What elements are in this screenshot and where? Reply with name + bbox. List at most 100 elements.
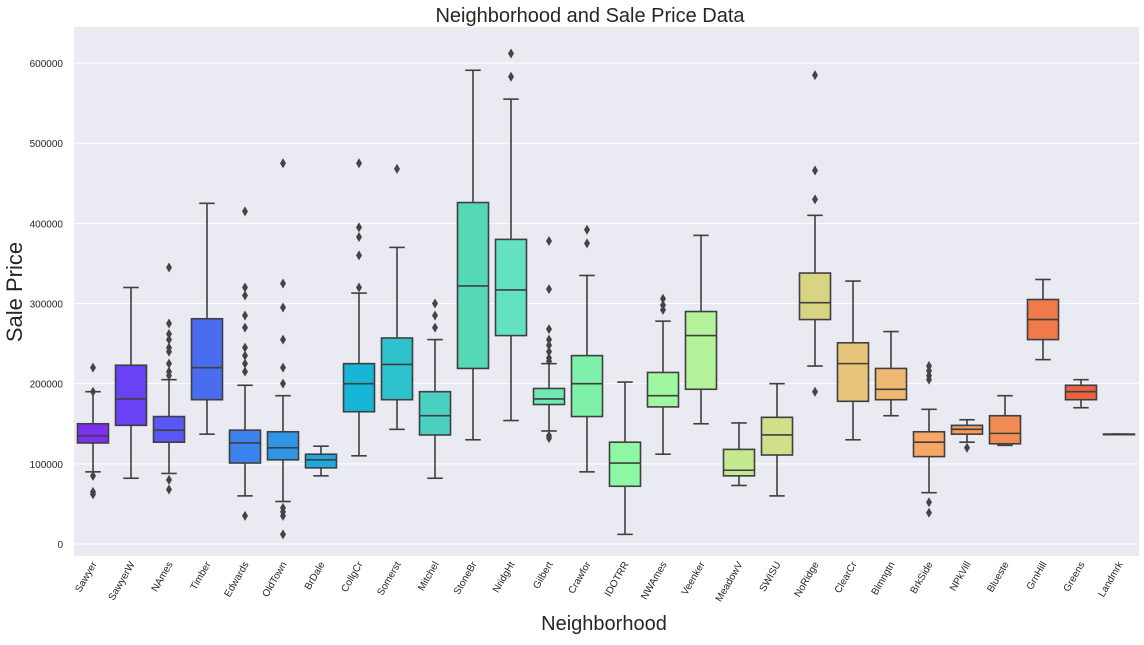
outlier-point [242,342,248,353]
outlier-point [926,361,932,372]
x-tick-label: NPkVill [948,560,974,593]
x-tick-label: ClearCr [833,559,860,595]
outlier-point [356,158,362,169]
x-tick-label: Blmngtn [870,560,898,597]
y-tick-label: 400000 [30,219,64,230]
box-iqr [532,387,566,406]
outlier-point [926,497,932,508]
box-nridght [494,48,528,422]
outlier-point [508,48,514,59]
outlier-point [508,71,514,82]
outlier-point [90,470,96,481]
outlier-point [546,430,552,441]
box-landmrk [1102,433,1136,436]
x-tick-label: Somerst [375,560,403,598]
outlier-point [584,224,590,235]
box-crawfor [570,224,604,473]
y-tick-label: 100000 [30,460,64,471]
box-iqr [76,422,110,444]
outlier-point [546,353,552,364]
x-tick-label: BrkSide [909,560,936,596]
box-iqr [190,317,224,401]
box-timber [190,202,224,435]
outlier-point [242,310,248,321]
box-iqr [988,414,1022,445]
x-tick-label: Mitchel [416,560,441,593]
box-iqr [646,371,680,408]
outlier-point [242,290,248,301]
x-tick-label: OldTown [261,560,290,599]
box-iqr [836,341,870,403]
box-iqr [266,430,300,461]
x-tick-label: StoneBr [452,559,480,596]
y-tick-label: 0 [57,540,63,551]
x-tick-labels: Sawyer SawyerW NAmes Timber Edwards OldTown Br… [73,559,1126,604]
x-tick-label: IDOTRR [603,560,632,599]
x-tick-label: Crawfor [567,559,594,595]
box-clearcr [836,280,870,441]
outlier-point [546,236,552,247]
outlier-point [812,165,818,176]
box-swisu [760,382,794,497]
box-iqr [304,453,338,469]
outlier-point [660,293,666,304]
x-tick-label: SawyerW [107,560,138,603]
box-greens [1064,378,1098,409]
x-tick-label: MeadowV [714,560,746,604]
outlier-point [394,163,400,174]
box-gilbert [532,236,566,444]
y-tick-label: 300000 [30,300,64,311]
outlier-point [90,486,96,497]
box-stonebr [456,69,490,441]
plot-background [74,27,1139,556]
x-tick-label: Blueste [985,560,1011,595]
box-sawyerw [114,286,148,480]
outlier-point [356,250,362,261]
outlier-point [242,366,248,377]
y-tick-label: 600000 [30,59,64,70]
box-oldtown [266,158,300,540]
box-collgcr [342,158,376,457]
outlier-point [432,298,438,309]
x-tick-label: Sawyer [73,559,100,594]
outlier-point [90,362,96,373]
outlier-point [166,358,172,369]
outlier-point [280,529,286,540]
box-iqr [684,310,718,391]
boxes [76,48,1136,540]
box-edwards [228,206,262,521]
outlier-point [242,350,248,361]
outlier-point [964,442,970,453]
x-tick-label: SWISU [758,560,784,594]
outlier-point [280,158,286,169]
box-names [152,262,186,495]
box-npkvill [950,418,984,453]
outlier-point [90,386,96,397]
box-blmngtn [874,330,908,417]
outlier-point [584,238,590,249]
outlier-point [280,334,286,345]
y-tick-labels: 0 100000 200000 300000 400000 500000 600000 [30,59,64,551]
x-tick-label: NAmes [150,560,176,594]
x-tick-label: NridgHt [491,560,518,595]
box-meadowv [722,422,756,487]
box-veenker [684,234,718,425]
outlier-point [432,310,438,321]
x-axis-label: Neighborhood [541,613,667,635]
outlier-point [546,340,552,351]
outlier-point [660,300,666,311]
box-iqr [114,364,148,427]
outlier-point [546,334,552,345]
x-tick-label: BrDale [303,560,328,592]
box-brkside [912,361,946,518]
outlier-point [242,206,248,217]
x-tick-label: GrnHill [1025,560,1050,592]
x-tick-label: Timber [189,559,214,592]
box-blueste [988,394,1022,447]
x-tick-label: Veenker [680,559,708,597]
chart-title: Neighborhood and Sale Price Data [435,5,745,27]
box-somerst [380,163,414,431]
outlier-point [166,328,172,339]
box-iqr [152,415,186,443]
